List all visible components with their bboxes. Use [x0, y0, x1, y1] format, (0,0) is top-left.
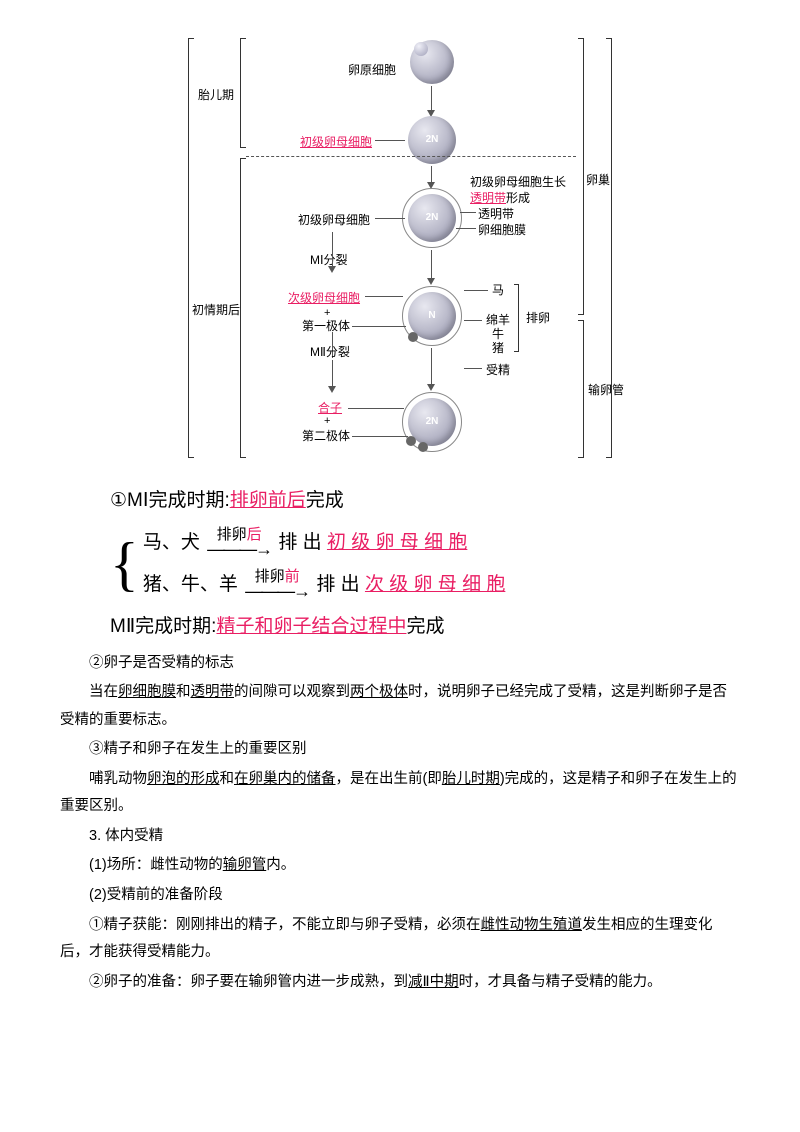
label-horse: 马 [492, 280, 504, 302]
p-diff-title: ③精子和卵子在发生上的重要区别 [60, 736, 740, 764]
p-prep-title: (2)受精前的准备阶段 [60, 882, 740, 910]
p-fert-marker-title: ②卵子是否受精的标志 [60, 650, 740, 678]
label-pb1: 第一极体 [302, 316, 350, 338]
label-pig: 猪 [492, 338, 504, 360]
species-brace: { 马、犬 排卵后———→ 排 出 初 级 卵 母 细 胞 猪、牛、羊 排卵前—… [110, 522, 740, 606]
polar-body-1 [408, 332, 418, 342]
cell-oogonium [410, 40, 454, 84]
oogenesis-diagram: 胎儿期 初情期后 卵巢 输卵管 卵原细胞 2N 初级卵母细胞 2N 初级卵母细胞… [180, 20, 620, 470]
p-fert-marker-body: 当在卵细胞膜和透明带的间隙可以观察到两个极体时，说明卵子已经完成了受精，这是判断… [60, 679, 740, 734]
p-invivo-title: 3. 体内受精 [60, 823, 740, 851]
label-oogonium: 卵原细胞 [348, 60, 396, 82]
dashed-line [246, 156, 576, 157]
label-ovary: 卵巢 [586, 170, 610, 192]
arrow-1 [431, 86, 432, 112]
label-oviduct: 输卵管 [588, 380, 624, 402]
label-primary-2: 初级卵母细胞 [298, 210, 370, 232]
body-text-section: ②卵子是否受精的标志 当在卵细胞膜和透明带的间隙可以观察到两个极体时，说明卵子已… [60, 650, 740, 997]
cell-primary-2: 2N [408, 194, 456, 242]
bracket-fetal [240, 38, 246, 148]
label-pb2: 第二极体 [302, 426, 350, 448]
label-puberty: 初情期后 [192, 300, 240, 322]
note-m2-timing: MⅡ完成时期:精子和卵子结合过程中完成 [60, 606, 740, 648]
bracket-puberty [240, 158, 246, 458]
p-egg-prep: ②卵子的准备：卵子要在输卵管内进一步成熟，到减Ⅱ中期时，才具备与精子受精的能力。 [60, 969, 740, 997]
label-fetal: 胎儿期 [198, 85, 234, 107]
bracket-ovary [578, 38, 584, 315]
p-location: (1)场所：雌性动物的输卵管内。 [60, 852, 740, 880]
label-fert: 受精 [486, 360, 510, 382]
p-diff-body: 哺乳动物卵泡的形成和在卵巢内的储备，是在出生前(即胎儿时期)完成的，这是精子和卵… [60, 766, 740, 821]
label-ovulation: 排卵 [526, 308, 550, 330]
label-primary-1: 初级卵母细胞 [300, 132, 372, 154]
label-membrane: 卵细胞膜 [478, 220, 526, 242]
p-capacitation: ①精子获能：刚刚排出的精子，不能立即与卵子受精，必须在雌性动物生殖道发生相应的生… [60, 912, 740, 967]
bracket-oviduct [578, 320, 584, 458]
label-m2: MⅡ分裂 [310, 342, 350, 364]
left-bracket [188, 38, 194, 458]
note-m1-timing: ①MⅠ完成时期:排卵前后完成 [60, 480, 740, 522]
notes-section: ①MⅠ完成时期:排卵前后完成 { 马、犬 排卵后———→ 排 出 初 级 卵 母… [60, 480, 740, 648]
